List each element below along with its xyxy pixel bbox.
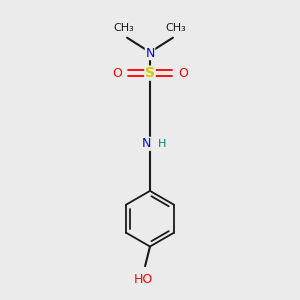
Text: S: S bbox=[145, 66, 155, 80]
Text: HO: HO bbox=[134, 273, 153, 286]
Text: O: O bbox=[112, 67, 122, 80]
Text: CH₃: CH₃ bbox=[166, 23, 187, 34]
Text: CH₃: CH₃ bbox=[113, 23, 134, 34]
Text: N: N bbox=[141, 137, 151, 150]
Text: N: N bbox=[145, 46, 155, 60]
Text: H: H bbox=[158, 139, 166, 149]
Text: O: O bbox=[178, 67, 188, 80]
